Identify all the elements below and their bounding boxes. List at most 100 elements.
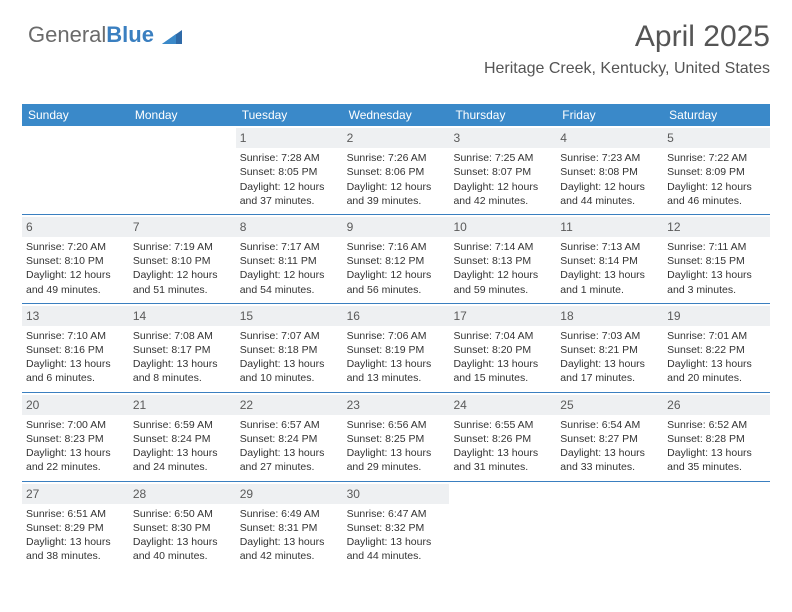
daylight-line: Daylight: 13 hours and 35 minutes. xyxy=(667,446,766,474)
day-cell: 30Sunrise: 6:47 AMSunset: 8:32 PMDayligh… xyxy=(343,482,450,570)
day-number: 8 xyxy=(236,217,343,237)
sunrise-line: Sunrise: 7:23 AM xyxy=(560,151,659,165)
day-number: 27 xyxy=(22,484,129,504)
empty-cell xyxy=(556,482,663,570)
sunrise-line: Sunrise: 7:17 AM xyxy=(240,240,339,254)
sunrise-line: Sunrise: 6:51 AM xyxy=(26,507,125,521)
sunrise-line: Sunrise: 7:20 AM xyxy=(26,240,125,254)
day-cell: 20Sunrise: 7:00 AMSunset: 8:23 PMDayligh… xyxy=(22,393,129,481)
sunrise-line: Sunrise: 6:59 AM xyxy=(133,418,232,432)
sunset-line: Sunset: 8:08 PM xyxy=(560,165,659,179)
day-cell: 28Sunrise: 6:50 AMSunset: 8:30 PMDayligh… xyxy=(129,482,236,570)
sunset-line: Sunset: 8:29 PM xyxy=(26,521,125,535)
daylight-line: Daylight: 13 hours and 24 minutes. xyxy=(133,446,232,474)
day-cell: 24Sunrise: 6:55 AMSunset: 8:26 PMDayligh… xyxy=(449,393,556,481)
brand-logo: GeneralBlue xyxy=(28,22,182,48)
daylight-line: Daylight: 12 hours and 49 minutes. xyxy=(26,268,125,296)
day-number: 14 xyxy=(129,306,236,326)
sunrise-line: Sunrise: 6:49 AM xyxy=(240,507,339,521)
daylight-line: Daylight: 13 hours and 13 minutes. xyxy=(347,357,446,385)
week-row: 1Sunrise: 7:28 AMSunset: 8:05 PMDaylight… xyxy=(22,126,770,214)
sunset-line: Sunset: 8:31 PM xyxy=(240,521,339,535)
sunset-line: Sunset: 8:25 PM xyxy=(347,432,446,446)
day-number: 25 xyxy=(556,395,663,415)
sunset-line: Sunset: 8:30 PM xyxy=(133,521,232,535)
month-title: April 2025 xyxy=(484,20,770,54)
day-number: 13 xyxy=(22,306,129,326)
brand-part1: General xyxy=(28,22,106,47)
location: Heritage Creek, Kentucky, United States xyxy=(484,60,770,78)
sunrise-line: Sunrise: 7:25 AM xyxy=(453,151,552,165)
daylight-line: Daylight: 12 hours and 51 minutes. xyxy=(133,268,232,296)
daylight-line: Daylight: 12 hours and 42 minutes. xyxy=(453,180,552,208)
weekday-header: Wednesday xyxy=(343,104,450,126)
day-number: 24 xyxy=(449,395,556,415)
week-row: 27Sunrise: 6:51 AMSunset: 8:29 PMDayligh… xyxy=(22,481,770,570)
title-block: April 2025 Heritage Creek, Kentucky, Uni… xyxy=(484,20,770,78)
day-cell: 17Sunrise: 7:04 AMSunset: 8:20 PMDayligh… xyxy=(449,304,556,392)
sunrise-line: Sunrise: 6:57 AM xyxy=(240,418,339,432)
sunrise-line: Sunrise: 7:19 AM xyxy=(133,240,232,254)
sunset-line: Sunset: 8:12 PM xyxy=(347,254,446,268)
daylight-line: Daylight: 13 hours and 15 minutes. xyxy=(453,357,552,385)
day-number: 11 xyxy=(556,217,663,237)
sunset-line: Sunset: 8:13 PM xyxy=(453,254,552,268)
sunset-line: Sunset: 8:05 PM xyxy=(240,165,339,179)
weekday-header-row: SundayMondayTuesdayWednesdayThursdayFrid… xyxy=(22,104,770,126)
daylight-line: Daylight: 12 hours and 37 minutes. xyxy=(240,180,339,208)
day-cell: 2Sunrise: 7:26 AMSunset: 8:06 PMDaylight… xyxy=(343,126,450,214)
empty-cell xyxy=(22,126,129,214)
day-number: 30 xyxy=(343,484,450,504)
day-cell: 9Sunrise: 7:16 AMSunset: 8:12 PMDaylight… xyxy=(343,215,450,303)
day-number: 26 xyxy=(663,395,770,415)
day-cell: 29Sunrise: 6:49 AMSunset: 8:31 PMDayligh… xyxy=(236,482,343,570)
day-number: 9 xyxy=(343,217,450,237)
day-cell: 23Sunrise: 6:56 AMSunset: 8:25 PMDayligh… xyxy=(343,393,450,481)
day-number: 6 xyxy=(22,217,129,237)
day-cell: 26Sunrise: 6:52 AMSunset: 8:28 PMDayligh… xyxy=(663,393,770,481)
day-number: 15 xyxy=(236,306,343,326)
sunset-line: Sunset: 8:18 PM xyxy=(240,343,339,357)
weekday-header: Sunday xyxy=(22,104,129,126)
day-cell: 13Sunrise: 7:10 AMSunset: 8:16 PMDayligh… xyxy=(22,304,129,392)
triangle-icon xyxy=(162,30,182,44)
sunset-line: Sunset: 8:27 PM xyxy=(560,432,659,446)
sunrise-line: Sunrise: 6:50 AM xyxy=(133,507,232,521)
day-number: 22 xyxy=(236,395,343,415)
sunrise-line: Sunrise: 6:56 AM xyxy=(347,418,446,432)
daylight-line: Daylight: 13 hours and 1 minute. xyxy=(560,268,659,296)
sunset-line: Sunset: 8:10 PM xyxy=(133,254,232,268)
sunrise-line: Sunrise: 7:08 AM xyxy=(133,329,232,343)
sunrise-line: Sunrise: 7:00 AM xyxy=(26,418,125,432)
sunrise-line: Sunrise: 6:54 AM xyxy=(560,418,659,432)
daylight-line: Daylight: 12 hours and 59 minutes. xyxy=(453,268,552,296)
sunset-line: Sunset: 8:24 PM xyxy=(133,432,232,446)
sunrise-line: Sunrise: 7:22 AM xyxy=(667,151,766,165)
weekday-header: Monday xyxy=(129,104,236,126)
day-cell: 11Sunrise: 7:13 AMSunset: 8:14 PMDayligh… xyxy=(556,215,663,303)
day-number: 3 xyxy=(449,128,556,148)
day-number: 10 xyxy=(449,217,556,237)
daylight-line: Daylight: 13 hours and 8 minutes. xyxy=(133,357,232,385)
sunrise-line: Sunrise: 7:01 AM xyxy=(667,329,766,343)
daylight-line: Daylight: 13 hours and 3 minutes. xyxy=(667,268,766,296)
daylight-line: Daylight: 12 hours and 46 minutes. xyxy=(667,180,766,208)
sunset-line: Sunset: 8:11 PM xyxy=(240,254,339,268)
daylight-line: Daylight: 13 hours and 38 minutes. xyxy=(26,535,125,563)
day-cell: 10Sunrise: 7:14 AMSunset: 8:13 PMDayligh… xyxy=(449,215,556,303)
sunset-line: Sunset: 8:32 PM xyxy=(347,521,446,535)
day-cell: 25Sunrise: 6:54 AMSunset: 8:27 PMDayligh… xyxy=(556,393,663,481)
day-cell: 16Sunrise: 7:06 AMSunset: 8:19 PMDayligh… xyxy=(343,304,450,392)
sunrise-line: Sunrise: 7:16 AM xyxy=(347,240,446,254)
day-cell: 18Sunrise: 7:03 AMSunset: 8:21 PMDayligh… xyxy=(556,304,663,392)
daylight-line: Daylight: 13 hours and 40 minutes. xyxy=(133,535,232,563)
day-cell: 21Sunrise: 6:59 AMSunset: 8:24 PMDayligh… xyxy=(129,393,236,481)
sunrise-line: Sunrise: 7:10 AM xyxy=(26,329,125,343)
day-number: 18 xyxy=(556,306,663,326)
week-row: 20Sunrise: 7:00 AMSunset: 8:23 PMDayligh… xyxy=(22,392,770,481)
sunset-line: Sunset: 8:10 PM xyxy=(26,254,125,268)
daylight-line: Daylight: 13 hours and 10 minutes. xyxy=(240,357,339,385)
empty-cell xyxy=(663,482,770,570)
day-number: 17 xyxy=(449,306,556,326)
sunset-line: Sunset: 8:24 PM xyxy=(240,432,339,446)
